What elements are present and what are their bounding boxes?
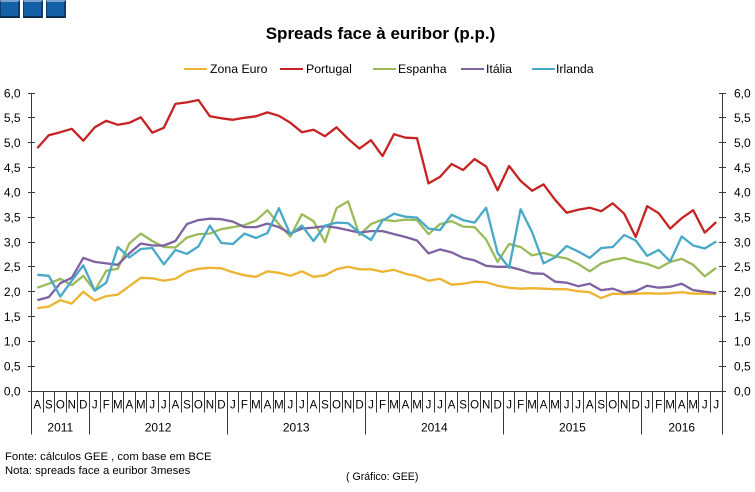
svg-text:D: D — [632, 400, 640, 412]
svg-text:2015: 2015 — [559, 421, 586, 435]
svg-text:A: A — [310, 400, 318, 412]
svg-text:J: J — [288, 400, 294, 412]
svg-text:J: J — [426, 400, 432, 412]
svg-text:O: O — [56, 400, 65, 412]
svg-text:M: M — [113, 400, 123, 412]
svg-text:D: D — [355, 400, 363, 412]
svg-text:D: D — [79, 400, 87, 412]
svg-text:J: J — [644, 400, 650, 412]
svg-text:M: M — [412, 400, 422, 412]
svg-text:S: S — [45, 400, 53, 412]
svg-text:M: M — [527, 400, 537, 412]
svg-text:5,5: 5,5 — [734, 111, 751, 125]
svg-text:2,0: 2,0 — [4, 285, 21, 299]
svg-text:S: S — [183, 400, 191, 412]
svg-text:4,5: 4,5 — [4, 161, 21, 175]
svg-text:A: A — [264, 400, 272, 412]
svg-text:A: A — [540, 400, 548, 412]
svg-text:J: J — [92, 400, 98, 412]
svg-text:F: F — [517, 400, 524, 412]
svg-text:M: M — [688, 400, 698, 412]
svg-text:J: J — [564, 400, 570, 412]
svg-text:S: S — [459, 400, 467, 412]
svg-text:J: J — [368, 400, 374, 412]
svg-text:A: A — [402, 400, 410, 412]
svg-text:M: M — [550, 400, 560, 412]
svg-text:2,5: 2,5 — [4, 260, 21, 274]
svg-text:F: F — [241, 400, 248, 412]
svg-text:D: D — [217, 400, 225, 412]
svg-text:N: N — [206, 400, 214, 412]
svg-text:M: M — [665, 400, 675, 412]
svg-text:O: O — [608, 400, 617, 412]
svg-text:6,0: 6,0 — [734, 86, 751, 100]
svg-text:2013: 2013 — [283, 421, 310, 435]
svg-text:5,5: 5,5 — [4, 111, 21, 125]
svg-text:J: J — [702, 400, 708, 412]
svg-text:0,5: 0,5 — [4, 360, 21, 374]
svg-text:2016: 2016 — [668, 421, 695, 435]
svg-text:M: M — [251, 400, 261, 412]
svg-text:0,0: 0,0 — [4, 384, 21, 398]
svg-text:J: J — [506, 400, 512, 412]
svg-text:J: J — [161, 400, 167, 412]
svg-text:O: O — [194, 400, 203, 412]
svg-text:6,0: 6,0 — [4, 86, 21, 100]
svg-text:2011: 2011 — [47, 421, 73, 435]
svg-text:1,0: 1,0 — [4, 335, 21, 349]
svg-text:2014: 2014 — [421, 421, 448, 435]
svg-text:4,0: 4,0 — [4, 186, 21, 200]
svg-text:A: A — [586, 400, 594, 412]
svg-text:F: F — [379, 400, 386, 412]
svg-text:2012: 2012 — [145, 421, 172, 435]
svg-text:N: N — [68, 400, 76, 412]
svg-text:A: A — [448, 400, 456, 412]
svg-text:4,0: 4,0 — [734, 186, 751, 200]
svg-text:2,0: 2,0 — [734, 285, 751, 299]
svg-text:0,5: 0,5 — [734, 360, 751, 374]
svg-text:5,0: 5,0 — [4, 136, 21, 150]
svg-text:F: F — [655, 400, 662, 412]
svg-text:J: J — [149, 400, 155, 412]
svg-text:J: J — [437, 400, 443, 412]
svg-text:O: O — [470, 400, 479, 412]
svg-text:1,5: 1,5 — [734, 310, 751, 324]
svg-text:J: J — [713, 400, 719, 412]
svg-text:3,0: 3,0 — [4, 235, 21, 249]
svg-text:M: M — [389, 400, 399, 412]
svg-text:A: A — [33, 400, 41, 412]
svg-text:M: M — [136, 400, 146, 412]
svg-text:D: D — [493, 400, 501, 412]
svg-text:M: M — [274, 400, 284, 412]
svg-text:A: A — [172, 400, 180, 412]
svg-text:F: F — [103, 400, 110, 412]
svg-text:A: A — [678, 400, 686, 412]
svg-text:3,5: 3,5 — [734, 211, 751, 225]
svg-text:3,0: 3,0 — [734, 235, 751, 249]
svg-text:N: N — [482, 400, 490, 412]
svg-text:1,0: 1,0 — [734, 335, 751, 349]
svg-text:J: J — [299, 400, 305, 412]
svg-text:N: N — [344, 400, 352, 412]
svg-text:3,5: 3,5 — [4, 211, 21, 225]
svg-text:O: O — [332, 400, 341, 412]
svg-text:2,5: 2,5 — [734, 260, 751, 274]
svg-text:J: J — [575, 400, 581, 412]
svg-text:1,5: 1,5 — [4, 310, 21, 324]
svg-text:4,5: 4,5 — [734, 161, 751, 175]
svg-text:S: S — [597, 400, 605, 412]
svg-text:S: S — [321, 400, 329, 412]
svg-text:A: A — [125, 400, 133, 412]
svg-text:J: J — [230, 400, 236, 412]
svg-text:N: N — [620, 400, 628, 412]
svg-text:5,0: 5,0 — [734, 136, 751, 150]
svg-text:0,0: 0,0 — [734, 384, 751, 398]
